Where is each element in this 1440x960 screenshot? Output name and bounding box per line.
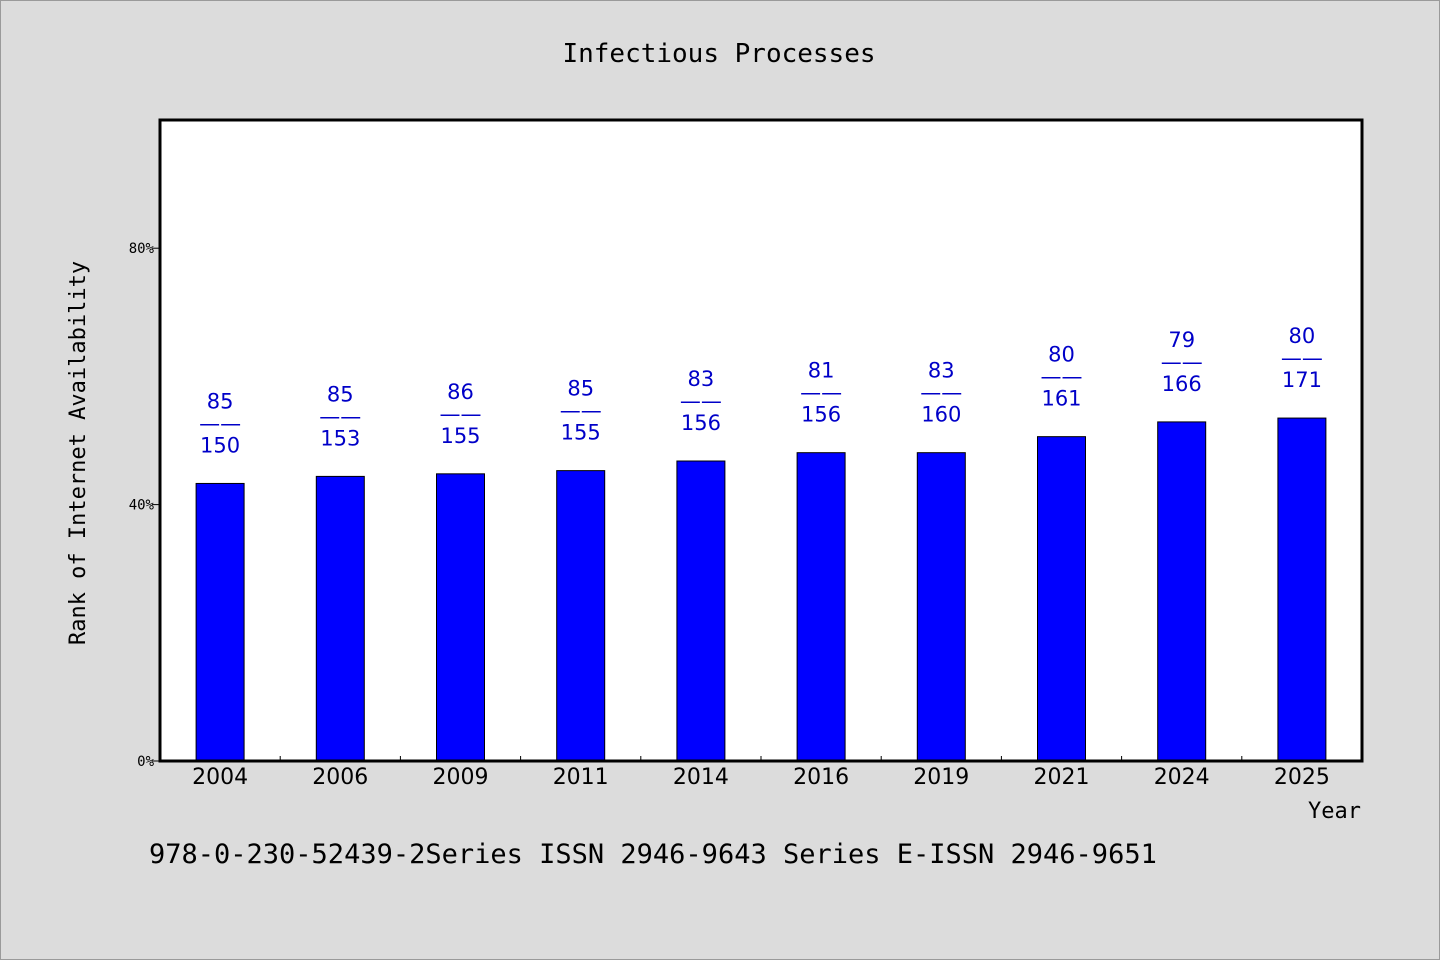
x-tick-label: 2009 bbox=[433, 765, 489, 790]
plot-frame bbox=[158, 118, 1364, 763]
x-tick-label: 2006 bbox=[312, 765, 368, 790]
y-tick-label: 0% bbox=[137, 754, 154, 770]
data-label-top: 85 bbox=[327, 382, 354, 406]
data-label-separator: —— bbox=[560, 399, 602, 423]
bar bbox=[676, 460, 726, 762]
bar bbox=[796, 452, 846, 762]
y-tick-label: 80% bbox=[129, 241, 155, 257]
data-label-separator: —— bbox=[1041, 365, 1083, 389]
x-tick-label: 2004 bbox=[192, 765, 248, 790]
data-label-top: 80 bbox=[1048, 343, 1075, 367]
data-label-bottom: 160 bbox=[921, 403, 961, 427]
data-label-top: 83 bbox=[928, 359, 955, 383]
x-tick-label: 2025 bbox=[1274, 765, 1330, 790]
data-label-top: 85 bbox=[567, 377, 594, 401]
bars bbox=[195, 417, 1327, 762]
data-label-top: 85 bbox=[207, 389, 234, 413]
bar bbox=[1277, 417, 1327, 762]
bar bbox=[1037, 436, 1086, 762]
x-axis-label: Year bbox=[1308, 799, 1361, 824]
bar bbox=[916, 452, 966, 762]
y-tick-label: 40% bbox=[129, 498, 155, 514]
data-label-bottom: 166 bbox=[1162, 372, 1202, 396]
chart-title: Infectious Processes bbox=[562, 39, 875, 69]
data-label-bottom: 155 bbox=[440, 424, 480, 448]
bar bbox=[1157, 421, 1207, 762]
data-label-bottom: 156 bbox=[801, 403, 841, 427]
data-label-separator: —— bbox=[319, 404, 361, 428]
x-tick-label: 2021 bbox=[1034, 765, 1090, 790]
data-label-top: 79 bbox=[1168, 328, 1195, 352]
data-label-separator: —— bbox=[680, 389, 722, 413]
data-label-separator: —— bbox=[1161, 350, 1203, 374]
bar bbox=[436, 473, 485, 762]
data-label-separator: —— bbox=[800, 381, 842, 405]
data-labels: 150——85153——85155——86155——85156——83156——… bbox=[199, 324, 1323, 457]
x-tick-label: 2016 bbox=[793, 765, 849, 790]
x-tick-label: 2024 bbox=[1154, 765, 1210, 790]
y-axis-label: Rank of Internet Availability bbox=[66, 261, 91, 645]
data-label-top: 86 bbox=[447, 380, 474, 404]
data-label-separator: —— bbox=[920, 381, 962, 405]
data-label-bottom: 171 bbox=[1282, 368, 1322, 392]
data-label-separator: —— bbox=[199, 411, 241, 435]
bar bbox=[315, 475, 365, 762]
data-label-top: 83 bbox=[688, 367, 715, 391]
bar bbox=[195, 482, 245, 762]
data-label-separator: —— bbox=[440, 402, 482, 426]
data-label-bottom: 161 bbox=[1041, 387, 1081, 411]
data-label-top: 81 bbox=[808, 359, 835, 383]
x-tick-label: 2011 bbox=[553, 765, 609, 790]
x-tick-label: 2019 bbox=[913, 765, 969, 790]
data-label-separator: —— bbox=[1281, 346, 1323, 370]
x-tick-labels: 2004 2006 2009 2011 2014 2016 2019 2021 2024 2025 bbox=[192, 765, 1330, 790]
data-label-bottom: 155 bbox=[561, 421, 601, 445]
data-label-bottom: 153 bbox=[320, 426, 360, 450]
x-tick-label: 2014 bbox=[673, 765, 729, 790]
bar bbox=[556, 470, 606, 762]
data-label-bottom: 150 bbox=[200, 433, 240, 457]
footnote: 978-0-230-52439-2Series ISSN 2946-9643 S… bbox=[149, 839, 1157, 870]
y-tick-labels: 0% 40% 80% bbox=[129, 241, 155, 770]
data-label-top: 80 bbox=[1289, 324, 1316, 348]
data-label-bottom: 156 bbox=[681, 411, 721, 435]
